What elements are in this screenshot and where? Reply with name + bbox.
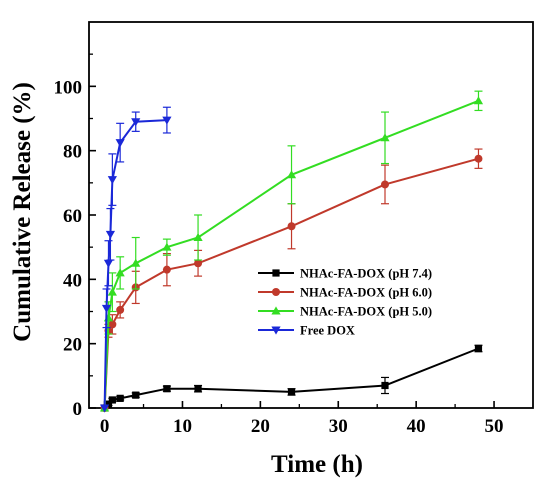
series-1-point (132, 391, 140, 399)
series-3-point (193, 232, 203, 241)
series-3-point (286, 170, 297, 179)
series-1-point (163, 385, 171, 393)
legend-label: NHAc-FA-DOX (pH 7.4) (300, 267, 432, 281)
series-1-point (287, 388, 296, 396)
y-tick-label: 60 (63, 206, 82, 227)
series-4-point (105, 230, 116, 239)
plot-area: 0 10 20 30 40 50 0 20 40 60 80 100 (54, 21, 534, 437)
x-tick-label: 30 (329, 416, 348, 437)
y-tick-label: 20 (63, 335, 82, 356)
series-3-point (162, 242, 172, 251)
series-2-point (194, 259, 203, 268)
legend-marker (272, 269, 280, 277)
series-1-point (474, 344, 483, 353)
series-1-line (103, 347, 479, 409)
x-tick-label: 0 (100, 416, 110, 437)
series-4-point (101, 304, 112, 313)
y-tick-label: 40 (63, 270, 82, 291)
x-tick-label: 20 (251, 416, 270, 437)
legend-marker (272, 288, 280, 296)
series-1-point (194, 385, 202, 393)
legend-marker (271, 326, 281, 335)
series-4-point (131, 118, 141, 127)
series-2-point (162, 265, 171, 274)
x-tick-label: 50 (485, 416, 504, 437)
y-tick-label: 0 (73, 399, 83, 420)
y-tick-label: 80 (63, 142, 82, 163)
series-1-point (116, 394, 124, 402)
series-4-point (99, 404, 110, 413)
series-3-point (115, 268, 125, 277)
series-2-point (108, 320, 117, 329)
series-4-point (107, 176, 117, 185)
series-1-point (108, 396, 116, 404)
series-3-point (473, 96, 484, 105)
series-2-point (287, 222, 296, 231)
series-3-point (380, 133, 390, 142)
y-tick-label: 100 (54, 77, 83, 98)
series-2-point (474, 154, 483, 163)
legend: NHAc-FA-DOX (pH 7.4) NHAc-FA-DOX (pH 6.0)… (258, 267, 432, 338)
series-4-point (162, 116, 172, 125)
series-2-point (381, 180, 389, 189)
legend-label: NHAc-FA-DOX (pH 5.0) (300, 305, 432, 319)
legend-label: Free DOX (300, 324, 355, 338)
x-tick-label: 40 (407, 416, 426, 437)
series-4-line (103, 119, 167, 409)
plot-frame (88, 21, 534, 409)
series-3-point (131, 258, 141, 267)
legend-label: NHAc-FA-DOX (pH 6.0) (300, 286, 432, 300)
series-4-point (115, 139, 125, 148)
series-3-point (107, 287, 117, 296)
series-1-point (104, 400, 113, 408)
x-axis-title: Time (h) (271, 451, 363, 478)
series-1-point (381, 381, 389, 390)
x-tick-label: 10 (173, 416, 192, 437)
legend-marker (271, 306, 281, 315)
series-2-point (116, 305, 125, 314)
series-4-point (103, 259, 114, 268)
y-axis-title: Cumulative Release (%) (9, 82, 36, 342)
